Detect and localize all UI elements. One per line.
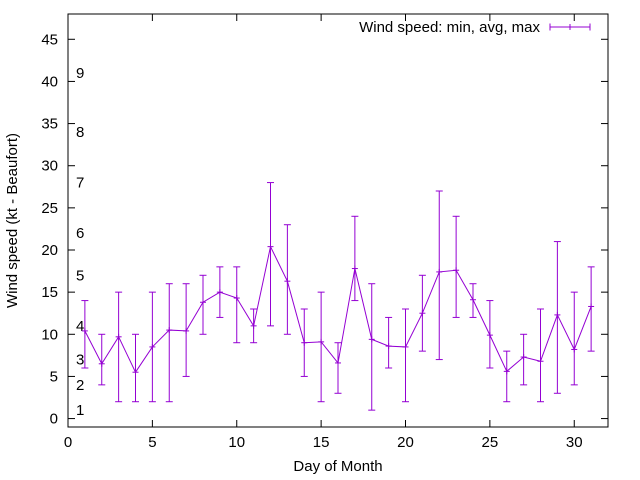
legend-label: Wind speed: min, avg, max <box>359 19 540 36</box>
x-tick-label: 25 <box>482 434 499 451</box>
x-tick-label: 5 <box>148 434 156 451</box>
data-series <box>81 182 595 411</box>
x-tick-label: 30 <box>566 434 583 451</box>
beaufort-label: 6 <box>76 225 84 242</box>
legend: Wind speed: min, avg, max <box>359 19 591 36</box>
beaufort-label: 1 <box>76 402 84 419</box>
y-axis-title: Wind speed (kt - Beaufort) <box>4 133 21 308</box>
y-tick-label: 15 <box>41 284 58 301</box>
beaufort-label: 8 <box>76 124 84 141</box>
y-tick-label: 30 <box>41 158 58 175</box>
beaufort-label: 4 <box>76 318 84 335</box>
beaufort-label: 7 <box>76 175 84 192</box>
beaufort-label: 3 <box>76 352 84 369</box>
y-tick-label: 5 <box>50 368 58 385</box>
y-tick-label: 35 <box>41 116 58 133</box>
y-tick-label: 45 <box>41 31 58 48</box>
legend-sample <box>549 23 591 31</box>
y-tick-label: 0 <box>50 411 58 428</box>
beaufort-label: 9 <box>76 65 84 82</box>
x-tick-label: 10 <box>228 434 245 451</box>
y-tick-label: 40 <box>41 73 58 90</box>
x-tick-label: 20 <box>397 434 414 451</box>
y-tick-label: 20 <box>41 242 58 259</box>
beaufort-label: 2 <box>76 377 84 394</box>
x-tick-label: 0 <box>64 434 72 451</box>
beaufort-label: 5 <box>76 267 84 284</box>
x-axis-title: Day of Month <box>293 458 382 475</box>
plot-frame <box>67 13 609 428</box>
x-tick-label: 15 <box>313 434 330 451</box>
y-tick-label: 10 <box>41 326 58 343</box>
y-tick-label: 25 <box>41 200 58 217</box>
beaufort-scale-labels: 1 2 3 4 5 6 7 8 9 <box>76 65 84 419</box>
